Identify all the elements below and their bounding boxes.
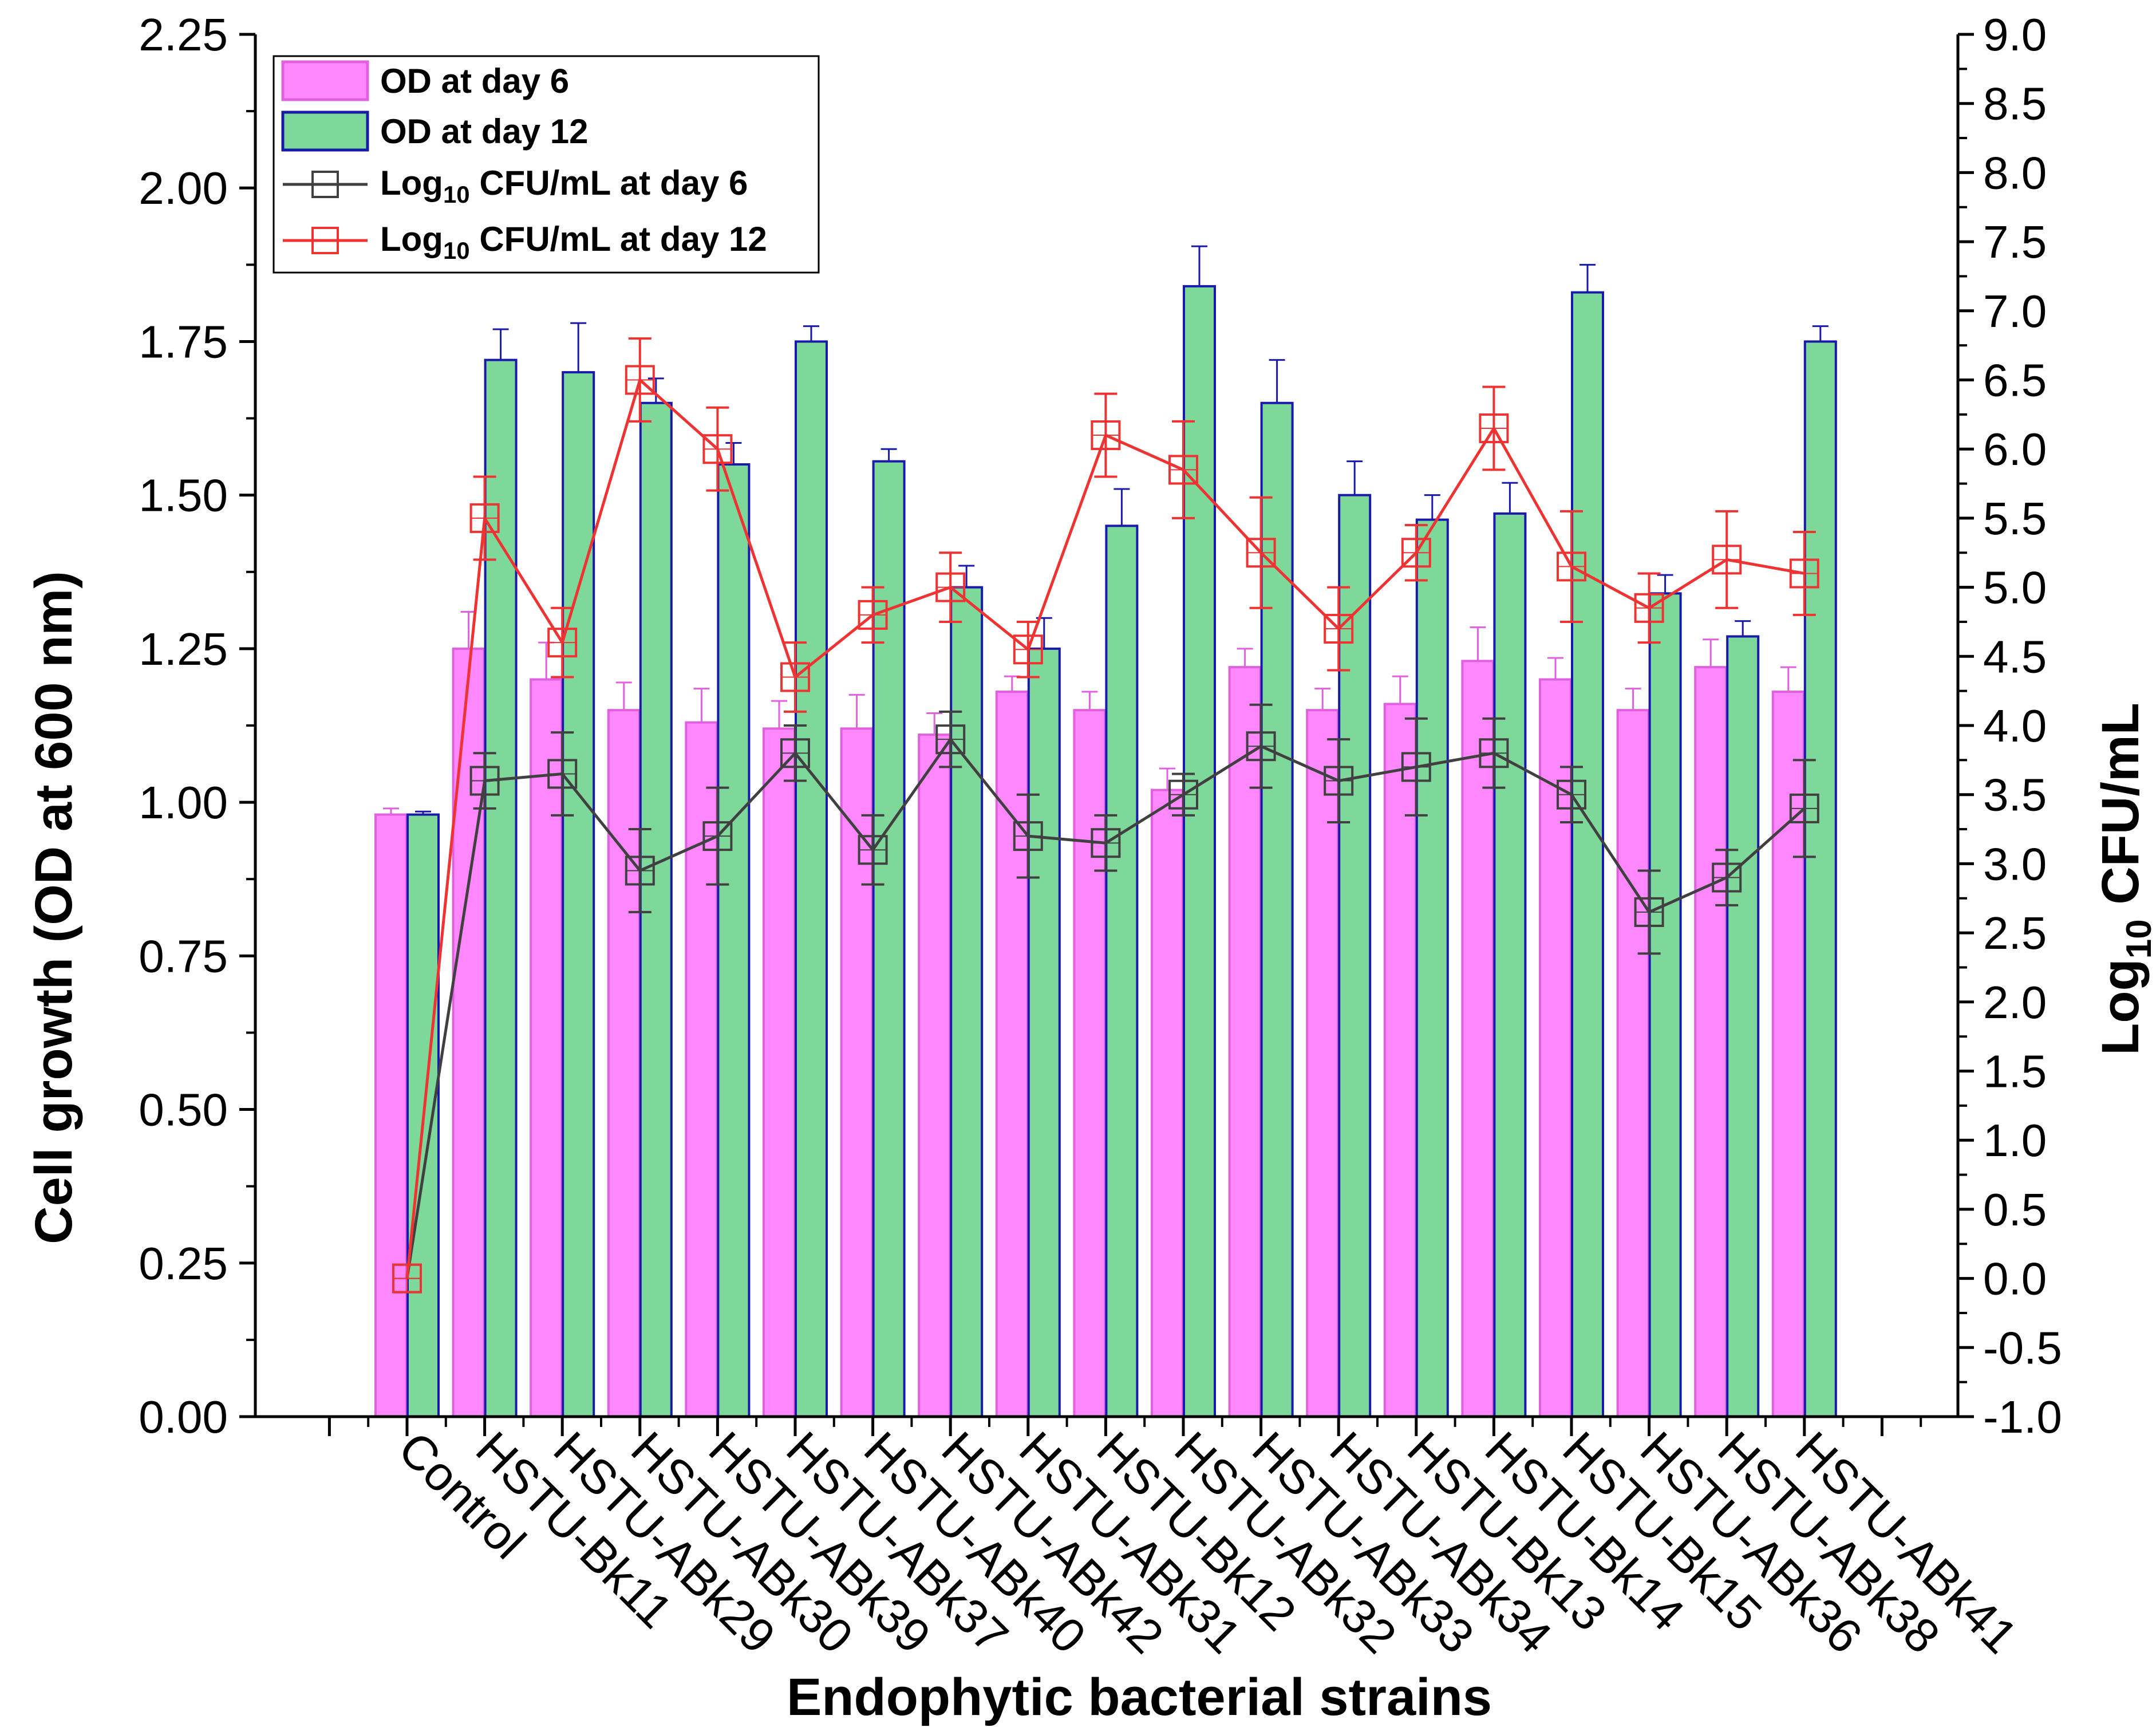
cfu-lines — [392, 337, 1819, 1294]
right-tick-label: 9.0 — [1983, 9, 2047, 60]
od-day6-bar — [1461, 660, 1495, 1418]
x-axis-title: Endophytic bacterial strains — [787, 1668, 1492, 1726]
od-day12-bar — [1260, 401, 1294, 1418]
od-day6-bar — [1616, 709, 1650, 1418]
od-day12-bar — [1726, 635, 1760, 1418]
legend-marker-cfu-day6 — [311, 171, 339, 198]
right-tick-label: 7.5 — [1983, 216, 2047, 267]
od-day6-bar — [685, 721, 718, 1418]
legend-label-cfu-day6: Log10 CFU/mL at day 6 — [380, 164, 748, 208]
right-tick-label: -1.0 — [1983, 1391, 2062, 1442]
left-tick-label: 0.75 — [139, 930, 228, 981]
od-day12-bar — [1338, 494, 1372, 1418]
od-day6-bar — [607, 709, 641, 1418]
bar-error-bars — [383, 245, 1829, 815]
od-day6-bar — [1539, 678, 1572, 1418]
od-day6-bar — [763, 727, 796, 1418]
left-tick-label: 0.50 — [139, 1085, 228, 1135]
legend-label-od-day6: OD at day 6 — [380, 62, 569, 100]
left-y-axis: 0.00 0.25 0.50 0.75 1.00 1.25 1.50 1.75 2.00 2.25 — [139, 9, 255, 1442]
od-day6-bar — [1306, 709, 1340, 1418]
od-day6-bar — [374, 813, 408, 1418]
right-tick-label: 5.5 — [1983, 493, 2047, 544]
od-day12-bar — [717, 463, 751, 1418]
right-tick-label: 6.5 — [1983, 355, 2047, 406]
legend-label-od-day12: OD at day 12 — [380, 112, 589, 151]
legend-label-cfu-day12: Log10 CFU/mL at day 12 — [380, 220, 767, 264]
od-day6-bar — [918, 734, 951, 1418]
right-tick-label: 5.0 — [1983, 562, 2047, 613]
od-day12-bar — [795, 340, 828, 1418]
x-axis: ControlHSTU-Bk11HSTU-ABk29HSTU-ABk30HSTU… — [327, 1417, 2028, 1663]
left-tick-label: 1.50 — [139, 470, 228, 521]
od-day12-bar — [1105, 525, 1139, 1418]
legend-swatch-od-day6 — [281, 60, 369, 101]
od-day6-bar — [1073, 709, 1107, 1418]
od-day12-bar — [1803, 340, 1837, 1418]
od-day6-bar — [1694, 666, 1728, 1418]
od-day12-bar — [1493, 512, 1527, 1418]
od-day12-bar — [562, 371, 595, 1418]
right-tick-label: 0.5 — [1983, 1184, 2047, 1235]
left-tick-label: 1.00 — [139, 777, 228, 828]
od-day12-bar — [1027, 647, 1061, 1418]
legend-label-cfu-day12-suffix: CFU/mL at day 12 — [470, 220, 767, 258]
left-tick-label: 1.25 — [139, 624, 228, 675]
right-y-axis: -1.0 -0.5 0.0 0.5 1.0 1.5 2.0 2.5 3.0 3.5 4.0 4.5 5.… — [1958, 9, 2062, 1442]
left-tick-label: 2.25 — [139, 9, 228, 60]
right-tick-label: 8.5 — [1983, 78, 2047, 129]
left-tick-label: 0.25 — [139, 1238, 228, 1289]
od-day6-bar — [1771, 690, 1805, 1418]
od-day6-bar — [452, 647, 485, 1418]
y2-axis-title: Log10 CFU/mL — [2091, 703, 2156, 1055]
right-tick-label: 7.0 — [1983, 286, 2047, 337]
right-tick-label: 1.5 — [1983, 1046, 2047, 1097]
legend-label-cfu-day6-prefix: Log — [380, 164, 443, 202]
od-day6-bar — [1151, 788, 1184, 1418]
right-tick-label: 4.0 — [1983, 700, 2047, 751]
right-tick-label: 2.0 — [1983, 977, 2047, 1028]
legend: OD at day 6 OD at day 12 Log10 CFU/mL at… — [273, 55, 820, 274]
od-day12-bar — [1571, 291, 1604, 1418]
right-tick-label: -0.5 — [1983, 1322, 2062, 1373]
od-day6-bar — [530, 678, 563, 1418]
left-tick-label: 0.00 — [139, 1391, 228, 1442]
left-tick-label: 1.75 — [139, 316, 228, 367]
right-tick-label: 4.5 — [1983, 631, 2047, 682]
y2-axis-title-suffix: CFU/mL — [2091, 703, 2150, 919]
od-day12-bars — [406, 285, 1837, 1418]
od-day12-bar — [1648, 592, 1682, 1418]
legend-label-cfu-day6-subscript: 10 — [443, 181, 470, 208]
od-day12-bar — [1415, 518, 1449, 1418]
legend-swatch-od-day12 — [281, 111, 369, 152]
right-tick-label: 2.5 — [1983, 908, 2047, 959]
legend-marker-cfu-day12 — [311, 227, 339, 254]
right-tick-label: 3.0 — [1983, 838, 2047, 889]
right-tick-label: 1.0 — [1983, 1115, 2047, 1166]
y2-axis-title-subscript: 10 — [2119, 919, 2156, 959]
y2-axis-title-prefix: Log — [2091, 959, 2150, 1055]
od-day6-bar — [1383, 703, 1417, 1418]
right-tick-label: 6.0 — [1983, 424, 2047, 475]
left-tick-label: 2.00 — [139, 163, 228, 214]
y-axis-title: Cell growth (OD at 600 nm) — [25, 571, 83, 1244]
od-day12-bar — [639, 401, 673, 1418]
legend-label-cfu-day12-subscript: 10 — [443, 237, 470, 264]
right-tick-label: 0.0 — [1983, 1253, 2047, 1304]
right-tick-label: 3.5 — [1983, 770, 2047, 821]
legend-label-cfu-day12-prefix: Log — [380, 220, 443, 258]
legend-label-cfu-day6-suffix: CFU/mL at day 6 — [470, 164, 748, 202]
od-day6-bar — [1228, 666, 1262, 1418]
right-tick-label: 8.0 — [1983, 147, 2047, 198]
